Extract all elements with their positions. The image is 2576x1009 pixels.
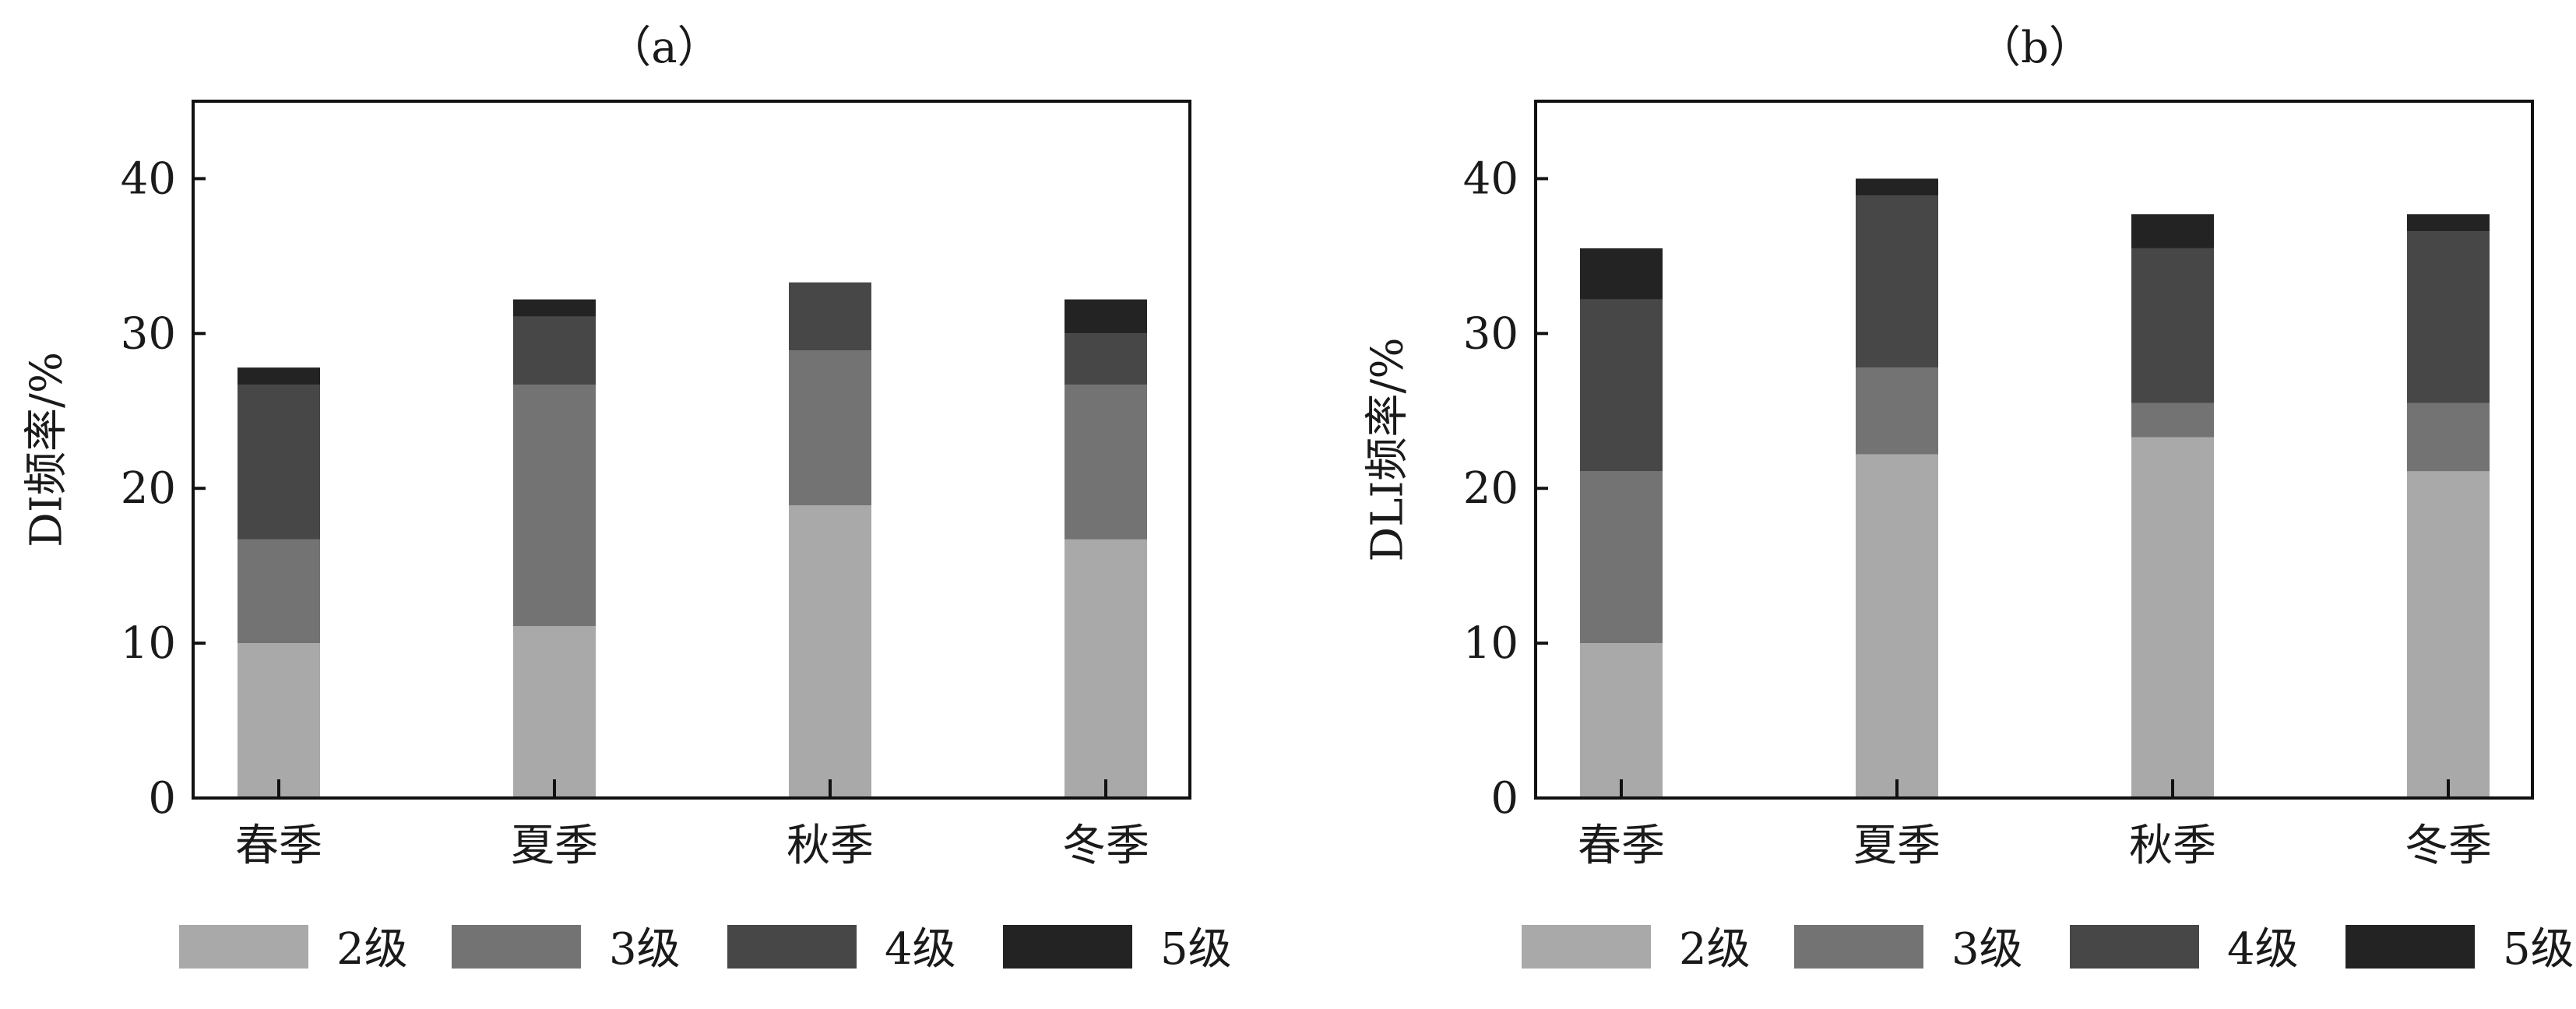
y-tick-label: 20 — [1463, 463, 1519, 514]
bar-segment-3级-秋季 — [2131, 403, 2214, 438]
bar-segment-4级-夏季 — [1856, 195, 1938, 368]
legend-swatch-4级 — [2070, 925, 2199, 969]
legend-label: 2级 — [336, 924, 408, 975]
bar-segment-4级-春季 — [1580, 299, 1663, 472]
legend-swatch-5级 — [2345, 925, 2475, 969]
bar-segment-3级-夏季 — [513, 384, 596, 627]
bar-segment-2级-春季 — [238, 643, 320, 798]
legend-swatch-5级 — [1003, 925, 1132, 969]
bar-segment-2级-冬季 — [1065, 539, 1147, 798]
y-tick-label: 30 — [121, 308, 176, 359]
chart-panel-a: （a） 0 10 20 30 40 春季 夏季 秋季 冬季 DI频率/% 2级 3级 4级 5级 — [22, 23, 1232, 975]
legend-swatch-3级 — [452, 925, 581, 969]
bar-segment-2级-春季 — [1580, 643, 1663, 798]
y-tick-label: 10 — [1463, 618, 1519, 669]
x-tick-label: 夏季 — [1853, 821, 1941, 871]
legend-label: 2级 — [1679, 924, 1751, 975]
bar-segment-5级-冬季 — [1065, 299, 1147, 334]
legend-label: 5级 — [2503, 924, 2574, 975]
legend-label: 3级 — [609, 924, 681, 975]
x-tick-label: 冬季 — [2405, 821, 2492, 871]
y-tick-label: 30 — [1463, 308, 1519, 359]
bar-segment-3级-冬季 — [1065, 384, 1147, 540]
bar-segment-5级-春季 — [238, 367, 320, 385]
legend-label: 3级 — [1951, 924, 2023, 975]
bar-segment-2级-秋季 — [2131, 437, 2214, 798]
bar-segment-4级-秋季 — [2131, 248, 2214, 403]
y-tick-label: 40 — [1463, 153, 1519, 204]
y-tick-label: 0 — [1490, 773, 1519, 824]
bar-segment-4级-冬季 — [1065, 333, 1147, 385]
bar-segment-4级-夏季 — [513, 316, 596, 385]
bar-segment-2级-夏季 — [513, 626, 596, 798]
legend-label: 4级 — [2227, 924, 2299, 975]
x-tick-label: 夏季 — [511, 821, 598, 871]
y-tick-label: 0 — [148, 773, 176, 824]
legend-swatch-4级 — [727, 925, 857, 969]
y-axis-label: DI频率/% — [22, 352, 72, 547]
bar-segment-4级-春季 — [238, 384, 320, 540]
bar-segment-5级-夏季 — [513, 299, 596, 317]
legend-label: 5级 — [1160, 924, 1232, 975]
bar-segment-3级-夏季 — [1856, 367, 1938, 455]
bar-segment-5级-夏季 — [1856, 178, 1938, 196]
legend-swatch-2级 — [179, 925, 308, 969]
y-tick-label: 20 — [121, 463, 176, 514]
x-tick-label: 秋季 — [787, 821, 874, 871]
bar-segment-5级-冬季 — [2407, 214, 2490, 232]
chart-title: （b） — [1977, 23, 2092, 73]
y-tick-label: 40 — [121, 153, 176, 204]
bar-segment-5级-秋季 — [2131, 214, 2214, 248]
legend-label: 4级 — [885, 924, 956, 975]
plot-frame — [1534, 100, 2534, 800]
legend-swatch-2级 — [1522, 925, 1651, 969]
bar-segment-5级-春季 — [1580, 248, 1663, 300]
x-tick-label: 冬季 — [1062, 821, 1149, 871]
plot-frame — [192, 100, 1191, 800]
y-axis-label: DLI频率/% — [1363, 337, 1413, 561]
chart-panel-b: （b） 0 10 20 30 40 春季 夏季 秋季 冬季 DLI频率/% 2级 3级 4级 5级 — [1363, 23, 2574, 975]
bar-segment-3级-冬季 — [2407, 403, 2490, 472]
bar-segment-3级-春季 — [1580, 471, 1663, 644]
x-tick-label: 春季 — [1578, 821, 1665, 871]
x-tick-label: 春季 — [235, 821, 322, 871]
x-tick-label: 秋季 — [2129, 821, 2216, 871]
bar-segment-3级-春季 — [238, 539, 320, 644]
chart-title: （a） — [607, 23, 720, 73]
bar-segment-4级-秋季 — [789, 282, 871, 351]
y-tick-label: 10 — [121, 618, 176, 669]
bar-segment-2级-夏季 — [1856, 454, 1938, 798]
bar-segment-3级-秋季 — [789, 350, 871, 506]
bar-segment-2级-冬季 — [2407, 471, 2490, 798]
legend-swatch-3级 — [1794, 925, 1923, 969]
bar-segment-2级-秋季 — [789, 505, 871, 798]
bar-segment-4级-冬季 — [2407, 231, 2490, 403]
